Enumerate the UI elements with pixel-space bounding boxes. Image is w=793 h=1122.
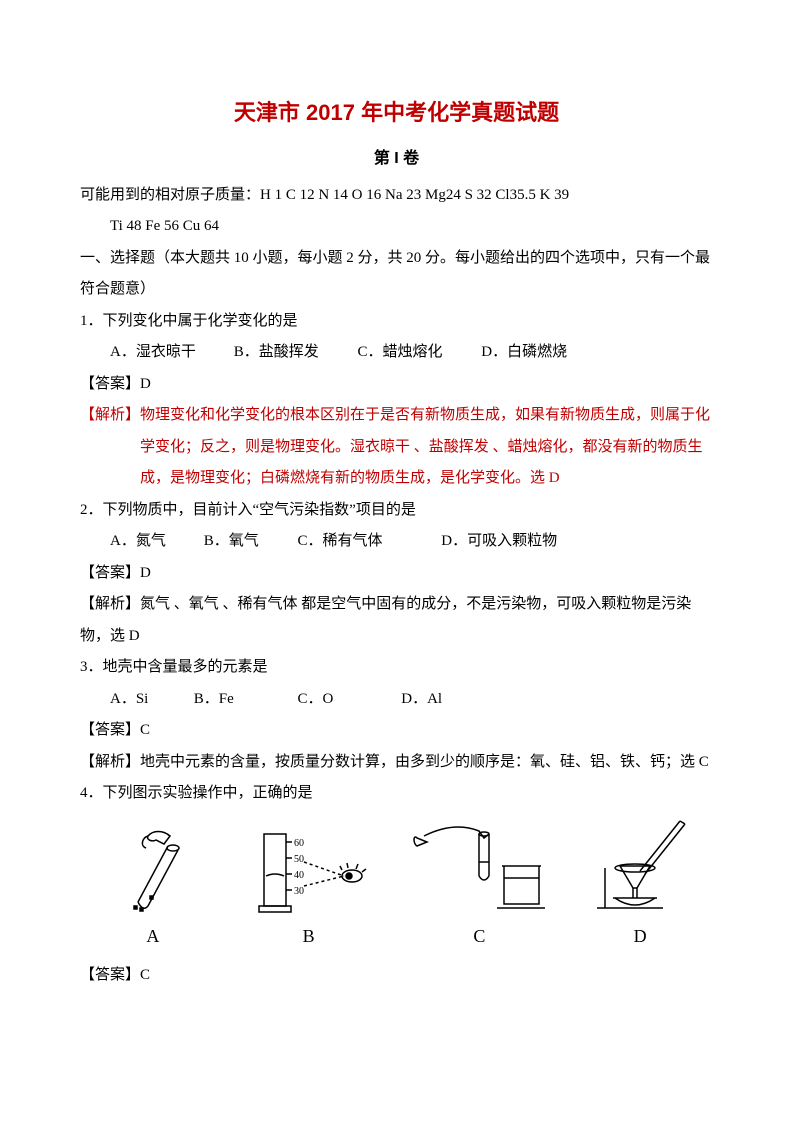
q3-option-d: D．Al xyxy=(401,684,442,716)
q3-option-a: A．Si xyxy=(110,684,190,716)
lab-pour-solid-icon xyxy=(98,826,208,916)
q4-figure-c: C xyxy=(409,816,549,956)
q1-option-d: D．白磷燃烧 xyxy=(481,337,567,369)
svg-text:40: 40 xyxy=(294,870,304,881)
q2-stem: 2．下列物质中，目前计入“空气污染指数”项目的是 xyxy=(80,495,713,527)
q2-option-b: B．氧气 xyxy=(204,526,294,558)
q3-stem: 3．地壳中含量最多的元素是 xyxy=(80,652,713,684)
q1-option-c: C．蜡烛熔化 xyxy=(358,337,478,369)
q4-label-a: A xyxy=(146,918,159,956)
q4-label-c: C xyxy=(473,918,485,956)
q4-stem: 4．下列图示实验操作中，正确的是 xyxy=(80,778,713,810)
q4-label-b: B xyxy=(303,918,315,956)
q1-analysis: 【解析】物理变化和化学变化的根本区别在于是否有新物质生成，如果有新物质生成，则属… xyxy=(80,400,713,495)
q1-stem: 1．下列变化中属于化学变化的是 xyxy=(80,306,713,338)
q4-figure-d: D xyxy=(585,816,695,956)
q1-option-a: A．湿衣晾干 xyxy=(110,337,230,369)
intro-line2: Ti 48 Fe 56 Cu 64 xyxy=(80,211,713,243)
svg-text:60: 60 xyxy=(294,838,304,849)
q3-answer: 【答案】C xyxy=(80,715,713,747)
q4-label-d: D xyxy=(634,918,647,956)
q1-option-b: B．盐酸挥发 xyxy=(234,337,354,369)
q4-figures: A 60 50 40 30 xyxy=(80,816,713,956)
lab-filter-icon xyxy=(585,816,695,916)
q1-answer: 【答案】D xyxy=(80,369,713,401)
q2-analysis: 【解析】氮气 、氧气 、稀有气体 都是空气中固有的成分，不是污染物，可吸入颗粒物… xyxy=(80,589,713,652)
q1-analysis-label: 【解析】 xyxy=(80,407,140,423)
q4-figure-b: 60 50 40 30 B xyxy=(244,826,374,956)
section-heading: 一、选择题（本大题共 10 小题，每小题 2 分，共 20 分。每小题给出的四个… xyxy=(80,243,713,306)
q1-analysis-body: 物理变化和化学变化的根本区别在于是否有新物质生成，如果有新物质生成，则属于化学变… xyxy=(140,407,710,486)
q2-answer: 【答案】D xyxy=(80,558,713,590)
q3-analysis: 【解析】地壳中元素的含量，按质量分数计算，由多到少的顺序是：氧、硅、铝、铁、钙；… xyxy=(80,747,713,779)
intro-line1: 可能用到的相对原子质量：H 1 C 12 N 14 O 16 Na 23 Mg2… xyxy=(80,180,713,212)
svg-text:30: 30 xyxy=(294,886,304,897)
q2-option-a: A．氮气 xyxy=(110,526,200,558)
q3-option-b: B．Fe xyxy=(194,684,294,716)
lab-heat-tube-icon xyxy=(409,816,549,916)
lab-read-cylinder-icon: 60 50 40 30 xyxy=(244,826,374,916)
q4-figure-a: A xyxy=(98,826,208,956)
q4-answer: 【答案】C xyxy=(80,960,713,992)
q2-option-c: C．稀有气体 xyxy=(298,526,438,558)
svg-text:50: 50 xyxy=(294,854,304,865)
q3-options: A．Si B．Fe C．O D．Al xyxy=(80,684,713,716)
q2-options: A．氮气 B．氧气 C．稀有气体 D．可吸入颗粒物 xyxy=(80,526,713,558)
q1-options: A．湿衣晾干 B．盐酸挥发 C．蜡烛熔化 D．白磷燃烧 xyxy=(80,337,713,369)
doc-title: 天津市 2017 年中考化学真题试题 xyxy=(80,90,713,136)
q2-option-d: D．可吸入颗粒物 xyxy=(441,526,557,558)
q3-option-c: C．O xyxy=(298,684,398,716)
doc-subtitle: 第 I 卷 xyxy=(80,142,713,176)
